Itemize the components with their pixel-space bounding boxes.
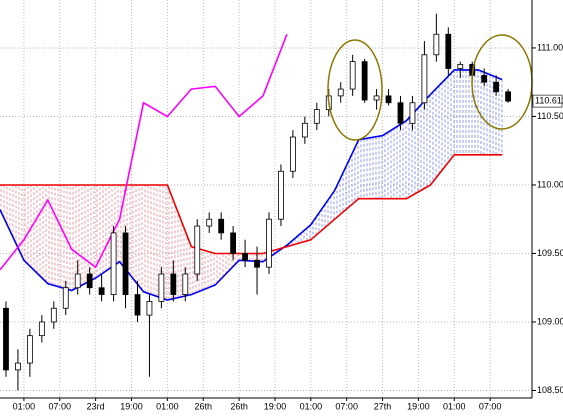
candle-body — [445, 33, 452, 69]
indicator-line — [0, 69, 503, 301]
candle-body — [38, 321, 45, 337]
indicator-line — [0, 34, 288, 271]
y-tick-label: 110.500 — [537, 111, 563, 121]
candle-body — [122, 232, 129, 295]
y-tick-label: 111.000 — [537, 42, 563, 52]
x-tick-label: 07:00 — [479, 401, 502, 411]
candle-body — [433, 33, 440, 56]
candle-body — [289, 136, 296, 172]
x-tick-label: 26th — [230, 401, 248, 411]
candle-body — [397, 102, 404, 124]
candle-body — [15, 362, 21, 371]
candle-body — [50, 307, 57, 323]
candle-body — [62, 287, 69, 309]
candle-body — [373, 95, 380, 101]
y-tick-label: 109.500 — [537, 248, 563, 258]
candle-body — [182, 273, 189, 295]
candle-body — [158, 273, 165, 302]
y-tick-label: 108.500 — [537, 385, 563, 395]
x-tick-label: 19:00 — [264, 401, 287, 411]
candle-body — [194, 225, 201, 275]
candle-body — [278, 170, 284, 220]
x-tick-label: 19:00 — [407, 401, 430, 411]
candle-body — [481, 74, 488, 83]
candle-body — [313, 109, 320, 124]
x-tick-label: 27th — [374, 401, 392, 411]
candle-body — [74, 273, 81, 289]
candle-body — [421, 54, 428, 104]
candle-body — [301, 122, 308, 138]
x-tick-label: 01:00 — [443, 401, 466, 411]
x-tick-label: 07:00 — [49, 401, 72, 411]
candle-body — [134, 294, 141, 316]
x-tick-label: 23rd — [87, 401, 105, 411]
candle-body — [110, 232, 117, 295]
candle-body — [218, 218, 225, 234]
price-box — [532, 94, 563, 108]
candle-body — [266, 218, 272, 268]
candle-body — [98, 287, 105, 295]
candle-body — [349, 61, 356, 90]
candle-body — [206, 218, 213, 227]
candle-body — [409, 102, 416, 124]
candle-body — [493, 81, 500, 93]
candle-body — [170, 273, 177, 295]
indicator-line — [0, 154, 503, 255]
candle-body — [3, 307, 9, 371]
candle-body — [457, 63, 464, 69]
y-tick-label: 110.000 — [537, 179, 563, 189]
x-tick-label: 01:00 — [156, 401, 179, 411]
candle-body — [146, 301, 153, 316]
candle-body — [337, 88, 344, 97]
x-tick-label: 26th — [194, 401, 212, 411]
candle-body — [230, 232, 237, 254]
candle-body — [385, 95, 392, 104]
candle-body — [505, 91, 511, 102]
x-tick-label: 07:00 — [335, 401, 358, 411]
x-tick-label: 01:00 — [300, 401, 323, 411]
current-price: 110.612 — [535, 95, 563, 105]
y-tick-label: 109.000 — [537, 316, 563, 326]
candle-body — [242, 253, 248, 261]
x-tick-label: 01:00 — [13, 401, 36, 411]
candle-body — [361, 61, 368, 101]
candle-body — [26, 335, 33, 364]
candle-body — [254, 259, 260, 268]
highlight-ellipse — [327, 39, 383, 141]
candle-body — [86, 273, 93, 289]
x-tick-label: 19:00 — [120, 401, 143, 411]
cloud — [0, 69, 503, 300]
